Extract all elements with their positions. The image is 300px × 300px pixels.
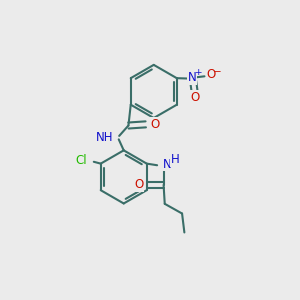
Text: O: O: [150, 118, 160, 131]
Text: O: O: [190, 91, 200, 103]
Text: NH: NH: [96, 130, 113, 144]
Text: O: O: [134, 178, 144, 191]
Text: N: N: [188, 71, 197, 84]
Text: N: N: [163, 158, 172, 171]
Text: O: O: [206, 68, 216, 81]
Text: Cl: Cl: [76, 154, 87, 167]
Text: +: +: [194, 68, 201, 77]
Text: H: H: [170, 153, 179, 166]
Text: −: −: [213, 67, 222, 77]
